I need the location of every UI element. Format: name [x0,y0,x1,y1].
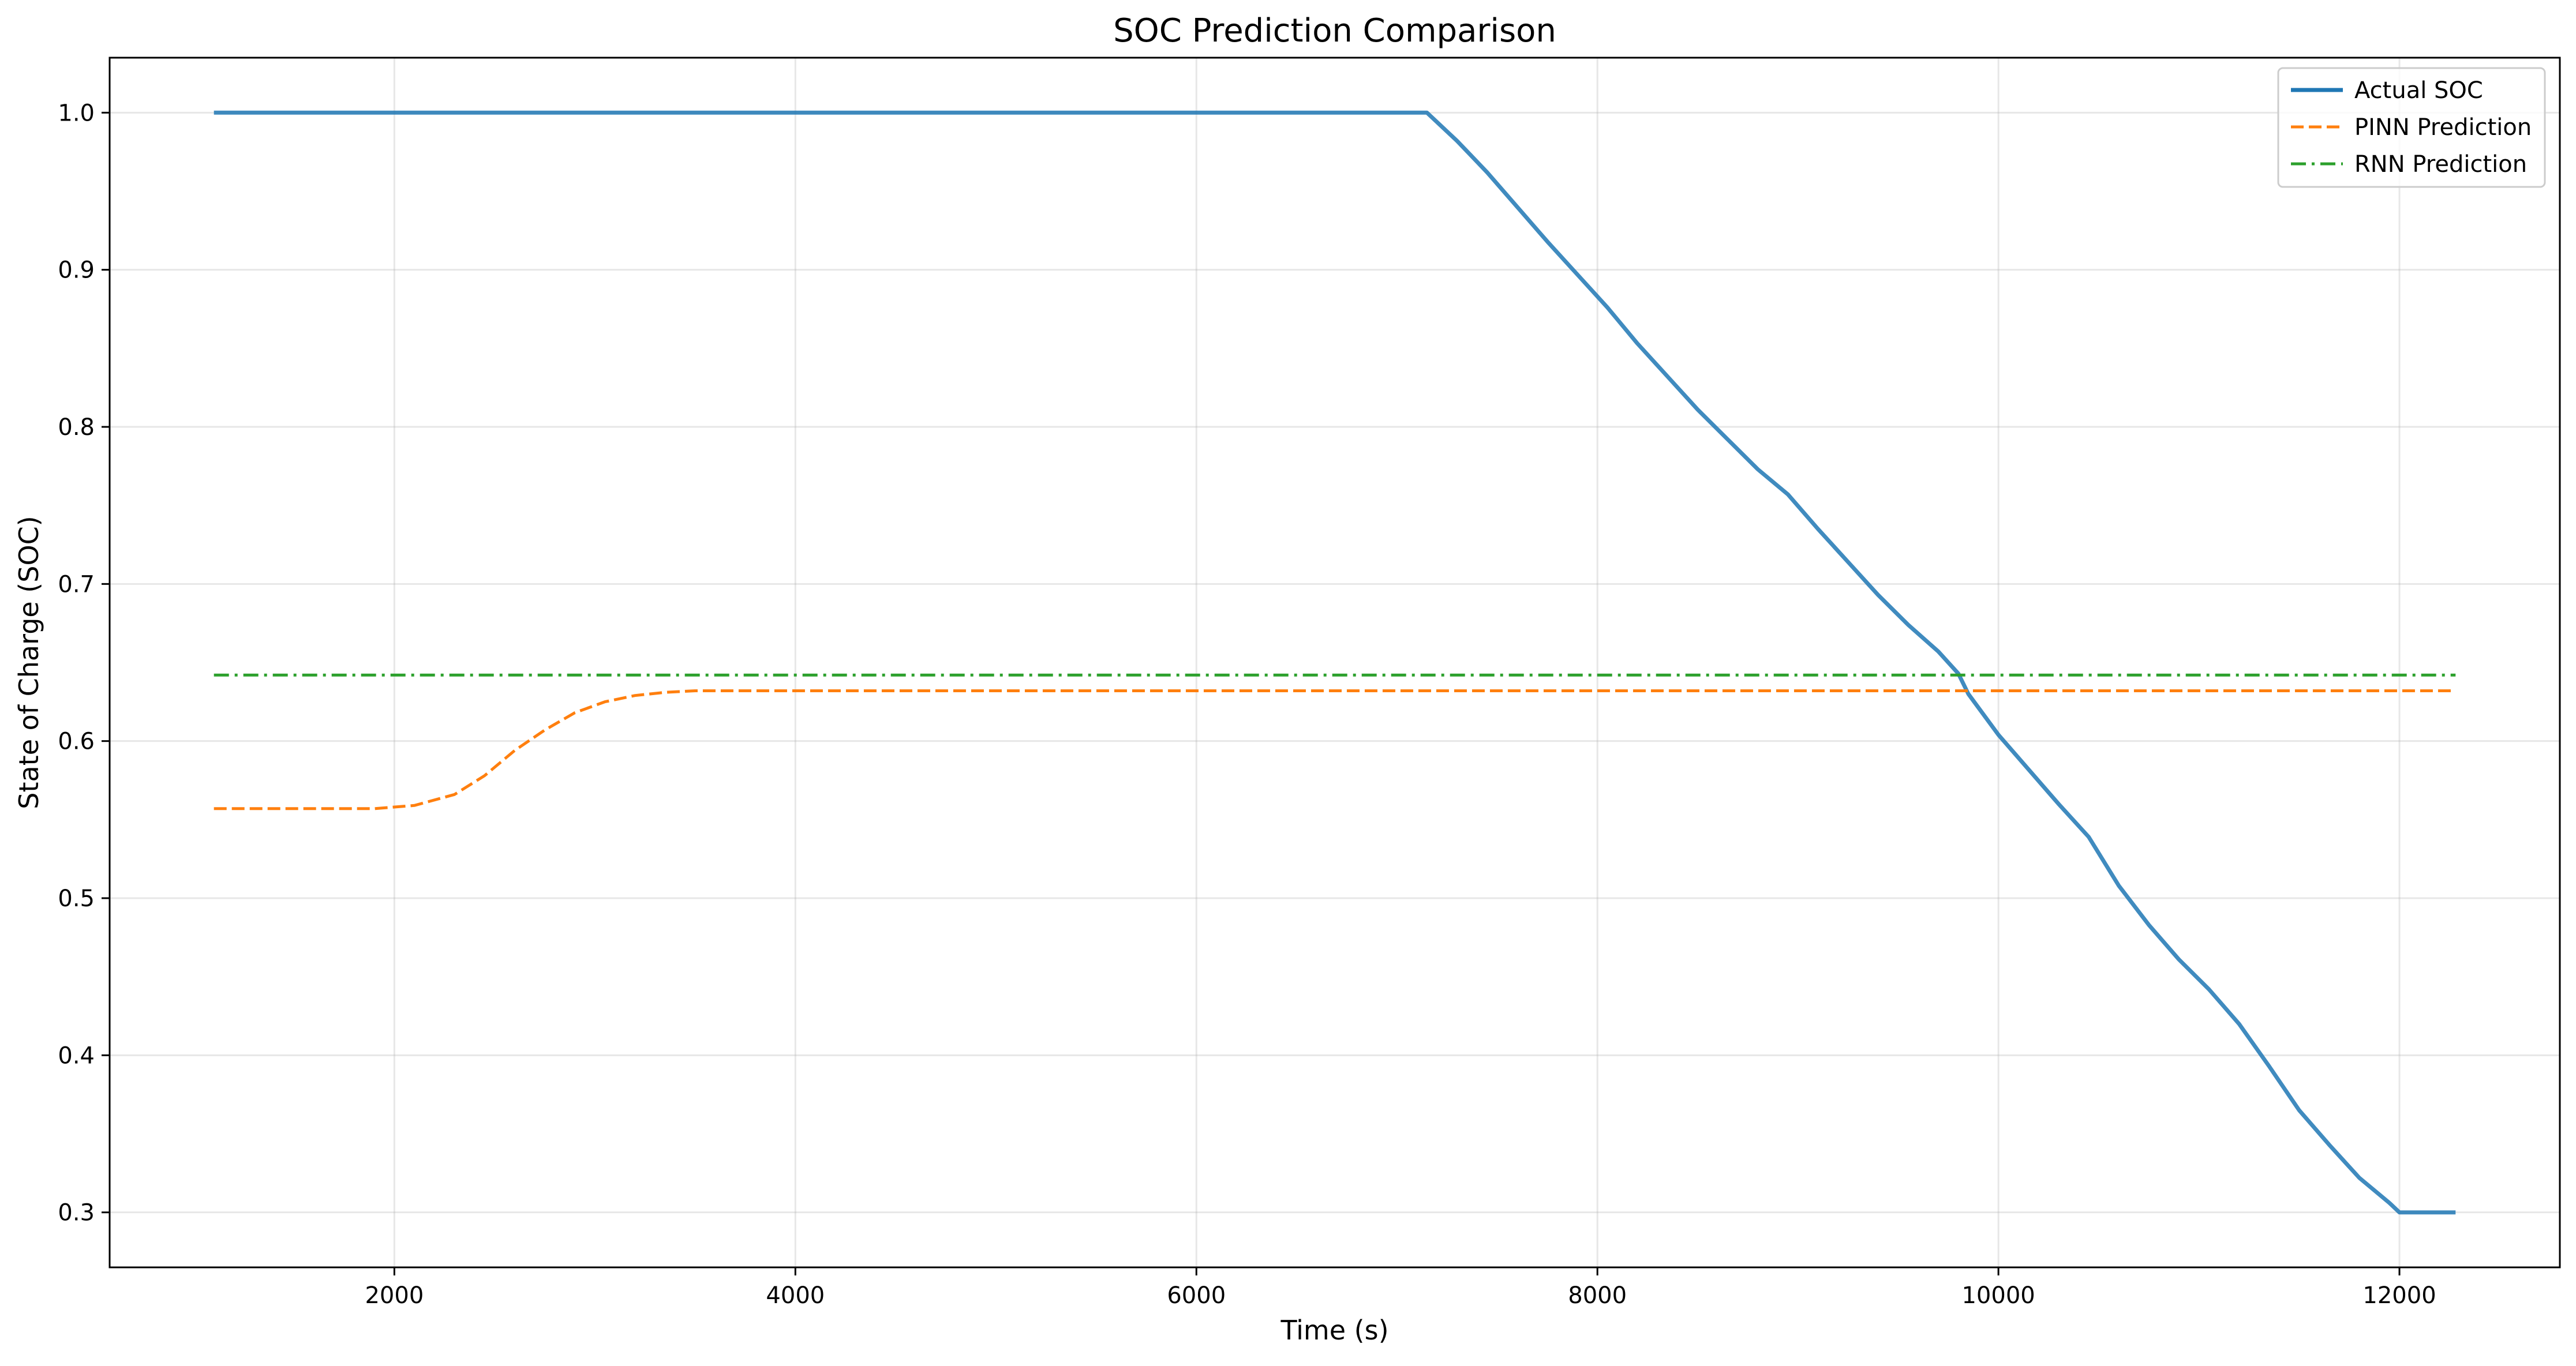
legend-box [2277,67,2546,188]
y-tick-label: 0.5 [58,885,95,912]
y-axis-label: State of Charge (SOC) [13,516,44,809]
x-tick-label: 2000 [365,1282,424,1309]
y-tick-label: 0.8 [58,414,95,441]
plot-frame [108,57,2561,1269]
x-tick-label: 6000 [1167,1282,1226,1309]
x-tick-label: 4000 [766,1282,825,1309]
legend-label: RNN Prediction [2354,151,2527,178]
series-line-pinn-prediction [214,689,2456,810]
y-tick-label: 0.4 [58,1042,95,1069]
x-axis-label: Time (s) [1280,1315,1388,1346]
y-tick-label: 0.6 [58,729,95,755]
y-tick-label: 0.9 [58,257,95,284]
legend-entries: Actual SOC PINN Prediction RNN Prediction [2291,77,2532,178]
chart-title: SOC Prediction Comparison [1113,12,1556,50]
x-tick-label: 8000 [1568,1282,1627,1309]
grid-lines [110,58,2560,1267]
legend-label: PINN Prediction [2354,114,2532,141]
y-tick-label: 1.0 [58,100,95,126]
y-tick-label: 0.7 [58,571,95,598]
y-tick-label: 0.3 [58,1200,95,1226]
legend: Actual SOC PINN Prediction RNN Prediction [2277,67,2546,188]
x-tick-label: 10000 [1961,1282,2035,1309]
x-tick-label: 12000 [2362,1282,2436,1309]
series-line-actual-soc [214,110,2456,1215]
y-axis-ticks: 0.3 0.4 0.5 0.6 0.7 0.8 0.9 1.0 [58,100,110,1226]
legend-label: Actual SOC [2354,77,2483,104]
series-lines [214,110,2456,1215]
x-axis-ticks: 2000 4000 6000 8000 10000 12000 [365,1267,2436,1309]
